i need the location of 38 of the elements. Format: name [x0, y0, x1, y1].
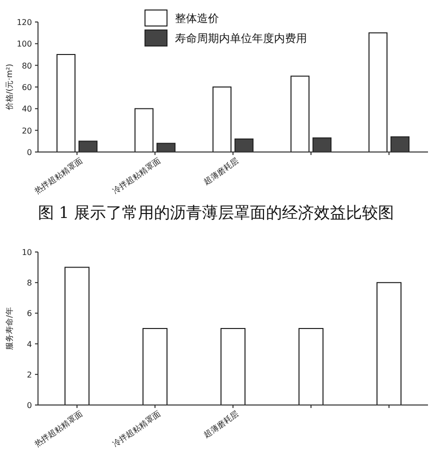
- bar: [312, 137, 332, 152]
- bar: [56, 54, 76, 152]
- y-axis-title: 价格/(元·m²): [5, 64, 14, 112]
- bar: [134, 108, 154, 152]
- y-tick-label: 2: [26, 370, 32, 380]
- bar: [212, 86, 232, 152]
- legend-label: 寿命周期内单位年度内费用: [175, 32, 307, 45]
- y-tick-label: 10: [22, 248, 32, 257]
- x-tick-label: 冷拌超粘精罩面: [111, 409, 162, 449]
- x-tick-label: 冷拌超粘精罩面: [111, 156, 162, 196]
- legend-label: 整体造价: [175, 12, 219, 25]
- y-tick-label: 0: [26, 401, 32, 410]
- x-tick-label: 热拌超粘精罩面: [33, 156, 84, 196]
- y-tick-label: 0: [26, 148, 32, 157]
- bar: [390, 136, 410, 152]
- bar: [298, 328, 324, 406]
- y-tick-label: 4: [26, 340, 32, 349]
- y-tick-label: 40: [22, 104, 32, 114]
- y-tick-label: 120: [16, 18, 32, 27]
- bar: [142, 328, 168, 406]
- y-tick-label: 100: [16, 40, 32, 49]
- caption: 图 1 展示了常用的沥青薄层罩面的经济效益比较图: [38, 203, 394, 222]
- y-tick-label: 8: [26, 278, 32, 288]
- y-tick-label: 20: [22, 126, 32, 136]
- x-tick-label: 热拌超粘精罩面: [33, 409, 84, 449]
- bar: [290, 76, 310, 152]
- y-axis-title: 服务寿命/年: [5, 307, 14, 350]
- x-tick-label: 超薄磨耗层: [202, 156, 240, 187]
- y-tick-label: 80: [22, 61, 32, 70]
- y-tick-label: 6: [26, 309, 32, 318]
- bar: [64, 266, 90, 406]
- bar: [78, 140, 98, 152]
- y-tick-label: 60: [22, 83, 32, 92]
- x-tick-label: 超薄磨耗层: [202, 409, 240, 440]
- bar: [234, 138, 254, 152]
- bar: [376, 282, 402, 406]
- bar: [368, 32, 388, 152]
- bar: [220, 328, 246, 406]
